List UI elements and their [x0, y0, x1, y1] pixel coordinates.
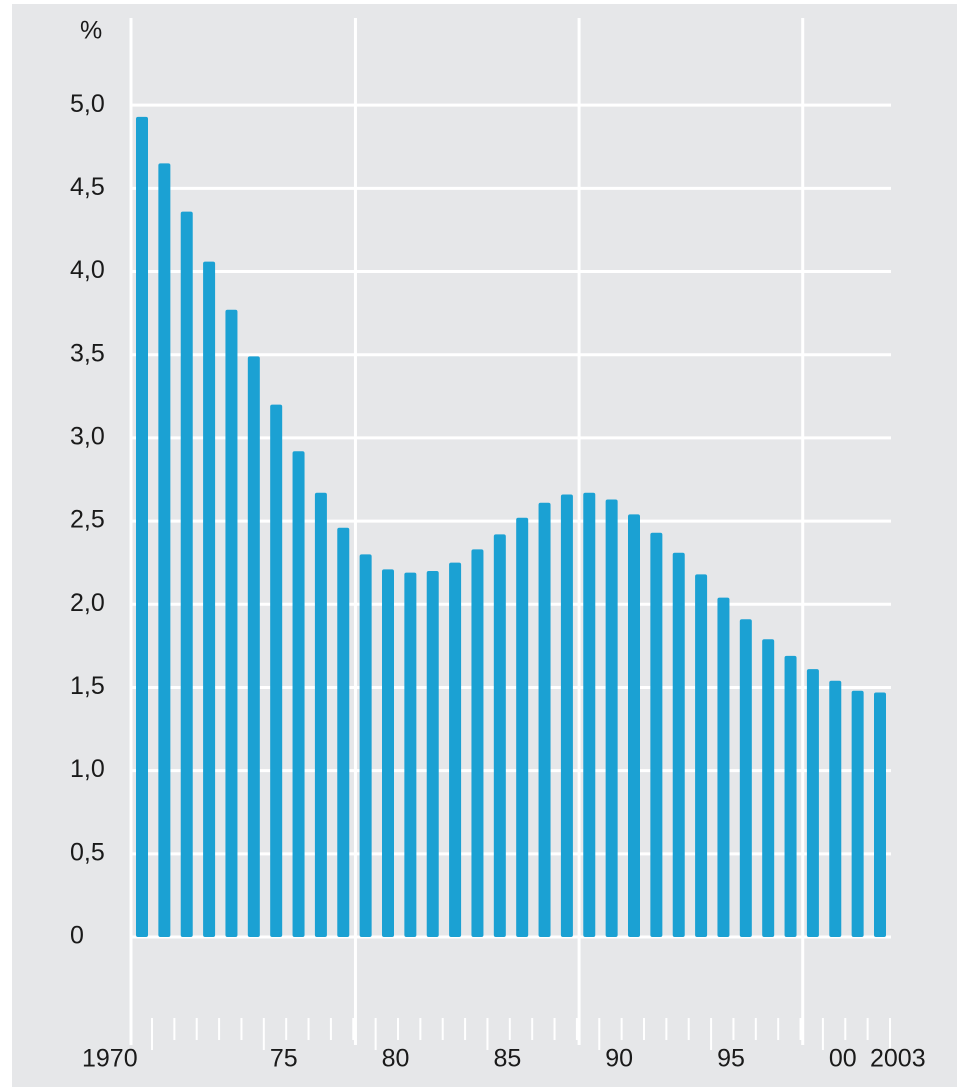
y-tick-label: 2,5 [70, 506, 105, 534]
y-tick-label: 4,5 [70, 173, 105, 201]
bar [292, 451, 305, 937]
bar [426, 571, 439, 937]
y-tick-label: 3,5 [70, 339, 105, 367]
bar [806, 669, 819, 937]
bar [337, 527, 350, 937]
bar [471, 549, 484, 937]
bar [762, 639, 775, 937]
bar [605, 499, 618, 937]
y-tick-label: 3,0 [70, 423, 105, 451]
bar [136, 116, 148, 937]
y-tick-label: 2,0 [70, 589, 105, 617]
bar [359, 554, 372, 937]
y-tick-label: 0 [70, 922, 84, 950]
x-tick-label: 90 [605, 1045, 633, 1073]
bar [851, 690, 864, 937]
bar [180, 211, 193, 937]
bar [225, 309, 238, 937]
y-tick-label: 1,0 [70, 755, 105, 783]
bar [158, 163, 171, 938]
bar [203, 261, 216, 938]
bar [672, 552, 685, 937]
bar [583, 492, 596, 937]
x-tick-label: 95 [717, 1045, 745, 1073]
bar [695, 574, 708, 937]
bar [874, 692, 886, 937]
bar [247, 356, 260, 938]
bar [404, 572, 417, 937]
bar [538, 502, 551, 937]
x-tick-label: 85 [493, 1045, 521, 1073]
bar [382, 569, 394, 937]
bar [516, 517, 529, 937]
x-tick-label: 1970 [82, 1045, 138, 1073]
bar [829, 680, 842, 937]
y-axis-label: % [80, 17, 102, 45]
y-tick-label: 5,0 [70, 90, 105, 118]
bar [314, 492, 327, 937]
x-tick-label: 00 [829, 1045, 857, 1073]
bar [270, 404, 283, 937]
y-tick-label: 4,0 [70, 256, 105, 284]
y-tick-label: 1,5 [70, 672, 105, 700]
y-tick-label: 0,5 [70, 838, 105, 866]
x-tick-label: 2003 [870, 1045, 926, 1073]
bar [717, 597, 730, 937]
bar [560, 494, 573, 937]
x-tick-label: 80 [382, 1045, 410, 1073]
bar [628, 514, 640, 937]
bar [493, 534, 506, 937]
bar [650, 532, 663, 937]
bar [449, 562, 462, 937]
bar [739, 619, 752, 937]
x-tick-label: 75 [270, 1045, 298, 1073]
bar [784, 655, 797, 937]
